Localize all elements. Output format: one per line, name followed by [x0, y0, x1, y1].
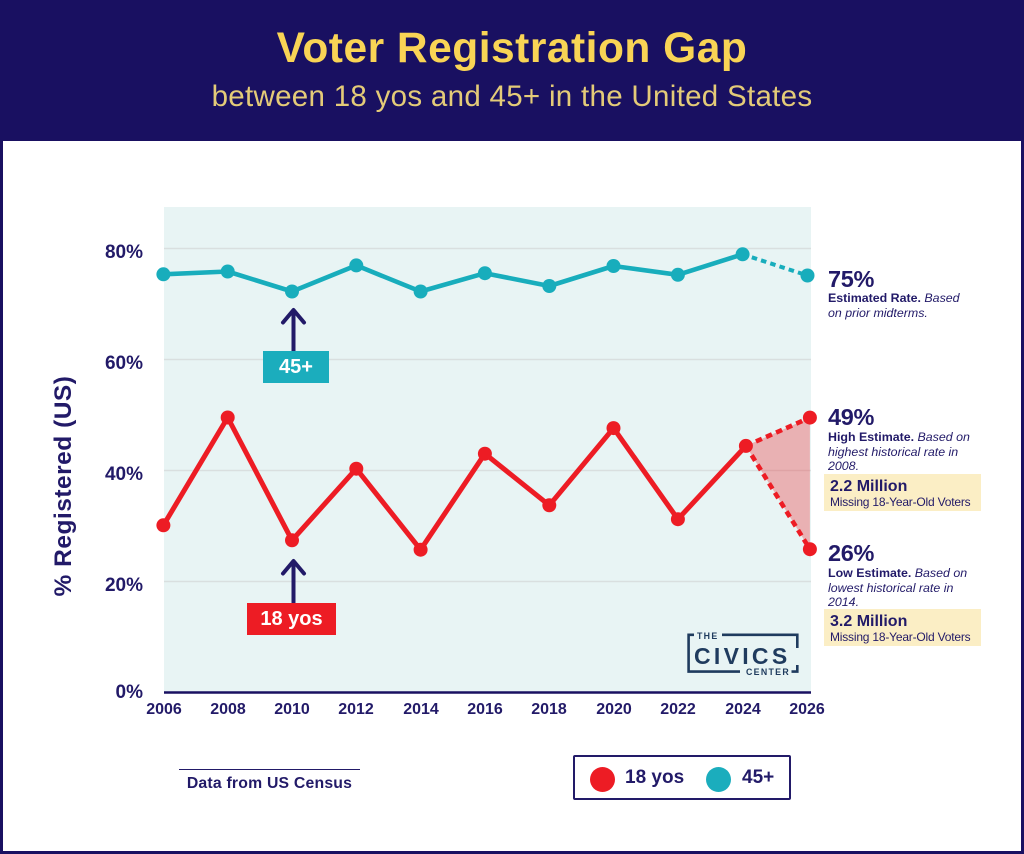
svg-text:CENTER: CENTER [746, 667, 790, 677]
svg-text:THE: THE [697, 631, 719, 641]
svg-text:CIVICS: CIVICS [694, 643, 790, 669]
